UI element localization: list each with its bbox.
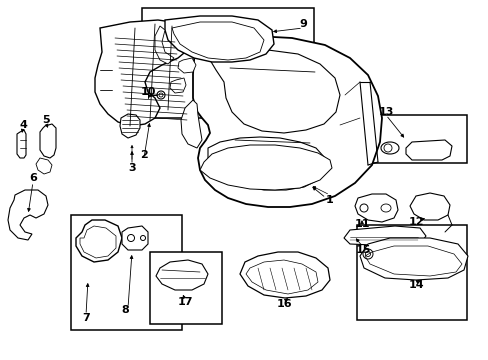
Polygon shape <box>245 260 317 294</box>
Text: 5: 5 <box>42 115 50 125</box>
Polygon shape <box>178 58 196 73</box>
Polygon shape <box>36 158 52 174</box>
Bar <box>142 8 313 118</box>
Text: 9: 9 <box>299 19 306 29</box>
Polygon shape <box>364 246 461 276</box>
Polygon shape <box>193 36 381 207</box>
Polygon shape <box>207 137 325 190</box>
Bar <box>150 252 222 324</box>
Text: 12: 12 <box>407 217 423 227</box>
Polygon shape <box>172 22 264 60</box>
Polygon shape <box>359 238 467 280</box>
Text: 3: 3 <box>128 163 136 173</box>
Polygon shape <box>164 16 273 62</box>
Polygon shape <box>240 252 329 298</box>
Bar <box>356 225 466 320</box>
Bar <box>71 215 182 330</box>
Polygon shape <box>181 100 202 148</box>
Polygon shape <box>95 20 195 126</box>
Polygon shape <box>156 260 207 290</box>
Text: 6: 6 <box>29 173 37 183</box>
Text: 7: 7 <box>82 313 90 323</box>
Text: 8: 8 <box>121 305 129 315</box>
Text: 11: 11 <box>353 219 369 229</box>
Bar <box>356 115 466 163</box>
Polygon shape <box>354 194 397 222</box>
Polygon shape <box>409 193 449 220</box>
Text: 4: 4 <box>19 120 27 130</box>
Polygon shape <box>155 26 174 64</box>
Text: 1: 1 <box>325 195 333 205</box>
Text: 13: 13 <box>378 107 393 117</box>
Text: 14: 14 <box>407 280 423 290</box>
Polygon shape <box>170 78 185 93</box>
Polygon shape <box>40 124 56 158</box>
Text: 16: 16 <box>276 299 291 309</box>
Text: 2: 2 <box>140 150 147 160</box>
Polygon shape <box>200 145 331 190</box>
Polygon shape <box>120 114 140 138</box>
Text: 15: 15 <box>355 245 370 255</box>
Polygon shape <box>405 140 451 160</box>
Polygon shape <box>76 220 122 262</box>
Polygon shape <box>17 130 26 158</box>
Text: 17: 17 <box>177 297 192 307</box>
Polygon shape <box>122 226 148 250</box>
Polygon shape <box>80 226 116 258</box>
Text: 10: 10 <box>140 87 155 97</box>
Polygon shape <box>343 226 425 246</box>
Polygon shape <box>209 50 339 133</box>
Polygon shape <box>8 190 48 240</box>
Polygon shape <box>183 36 200 52</box>
